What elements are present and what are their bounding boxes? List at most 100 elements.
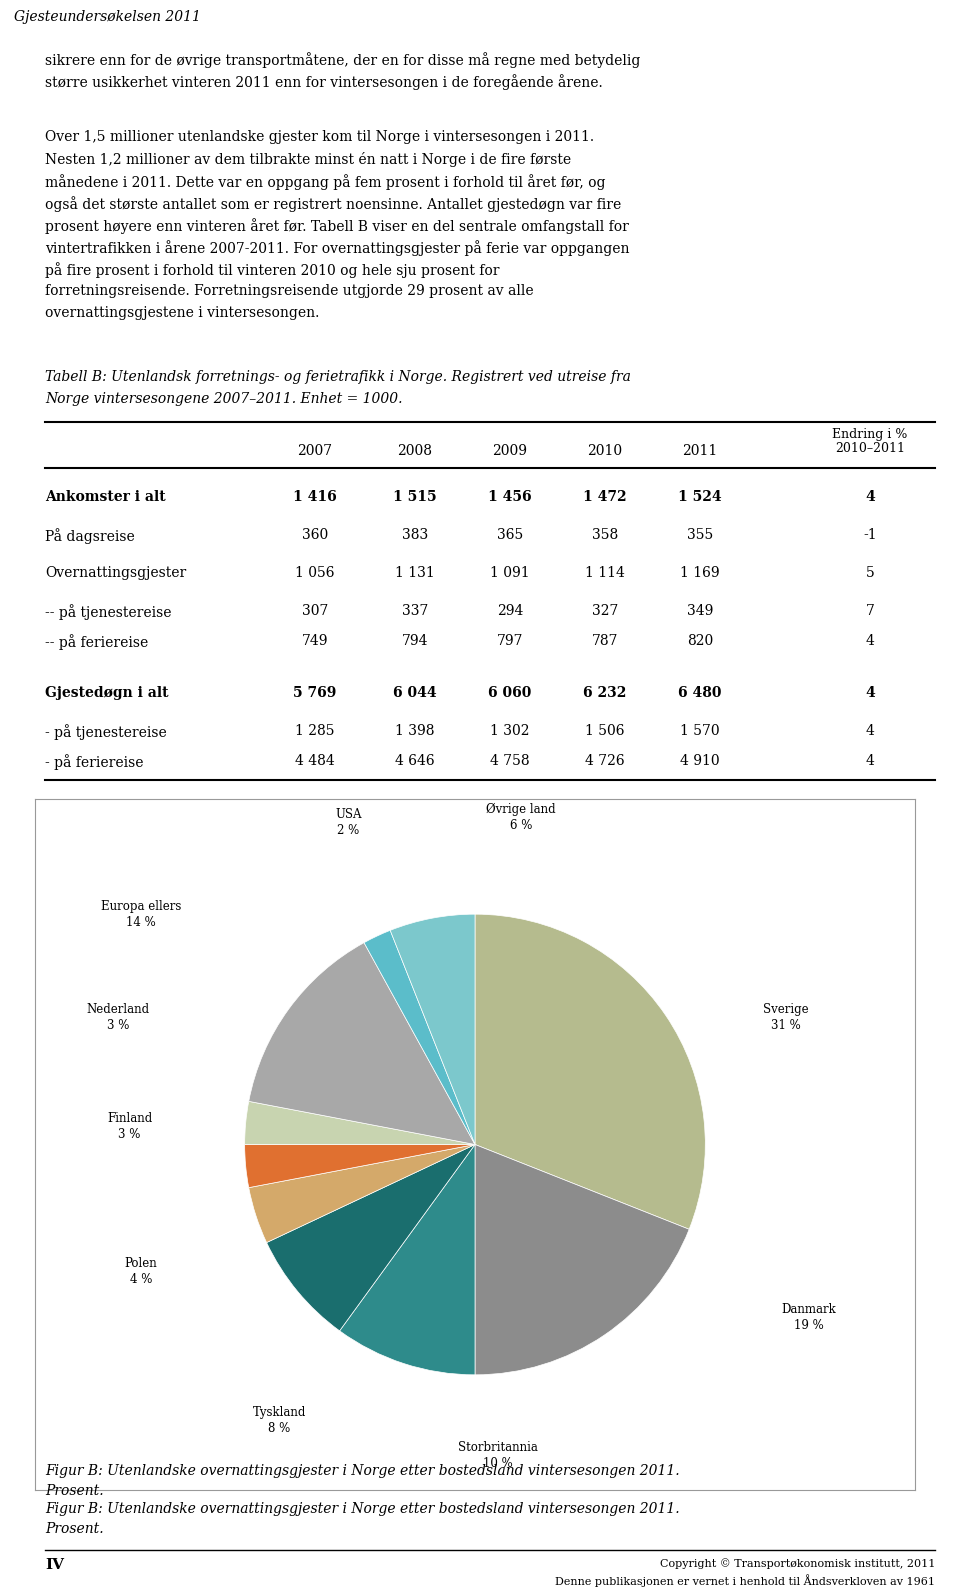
- Text: -- på feriereise: -- på feriereise: [45, 634, 148, 650]
- Text: Europa ellers
14 %: Europa ellers 14 %: [101, 899, 181, 928]
- Text: 1 524: 1 524: [678, 489, 722, 504]
- Text: prosent høyere enn vinteren året før. Tabell B viser en del sentrale omfangstall: prosent høyere enn vinteren året før. Ta…: [45, 218, 629, 234]
- Text: 4: 4: [866, 725, 875, 737]
- Wedge shape: [364, 930, 475, 1144]
- Text: 2007: 2007: [298, 443, 332, 458]
- Wedge shape: [245, 1144, 475, 1187]
- Text: 6 232: 6 232: [584, 686, 627, 701]
- Text: USA
2 %: USA 2 %: [335, 807, 362, 836]
- Text: Ankomster i alt: Ankomster i alt: [45, 489, 166, 504]
- Text: 2010–2011: 2010–2011: [835, 442, 905, 454]
- Text: 307: 307: [301, 604, 328, 618]
- Text: 749: 749: [301, 634, 328, 648]
- Text: 1 472: 1 472: [583, 489, 627, 504]
- Text: -1: -1: [863, 528, 876, 542]
- Text: forretningsreisende. Forretningsreisende utgjorde 29 prosent av alle: forretningsreisende. Forretningsreisende…: [45, 284, 534, 299]
- Text: 2009: 2009: [492, 443, 527, 458]
- Text: Storbritannia
10 %: Storbritannia 10 %: [458, 1441, 538, 1470]
- Wedge shape: [390, 914, 475, 1144]
- Text: På dagsreise: På dagsreise: [45, 528, 134, 543]
- Text: - på tjenestereise: - på tjenestereise: [45, 725, 167, 740]
- Text: 360: 360: [301, 528, 328, 542]
- Text: månedene i 2011. Dette var en oppgang på fem prosent i forhold til året før, og: månedene i 2011. Dette var en oppgang på…: [45, 175, 606, 189]
- Text: 1 056: 1 056: [296, 566, 335, 580]
- Text: Gjesteundersøkelsen 2011: Gjesteundersøkelsen 2011: [14, 10, 201, 24]
- Text: -- på tjenestereise: -- på tjenestereise: [45, 604, 172, 620]
- Text: 1 302: 1 302: [491, 725, 530, 737]
- Wedge shape: [340, 1144, 475, 1374]
- Text: Figur B: Utenlandske overnattingsgjester i Norge etter bostedsland vintersesonge: Figur B: Utenlandske overnattingsgjester…: [45, 1463, 680, 1478]
- Text: 4 910: 4 910: [681, 755, 720, 767]
- Text: Sverige
31 %: Sverige 31 %: [763, 1003, 808, 1033]
- Text: 1 416: 1 416: [293, 489, 337, 504]
- Text: 1 131: 1 131: [396, 566, 435, 580]
- Text: 349: 349: [686, 604, 713, 618]
- Text: IV: IV: [45, 1557, 64, 1572]
- Text: 1 570: 1 570: [681, 725, 720, 737]
- Text: 355: 355: [686, 528, 713, 542]
- Text: 794: 794: [401, 634, 428, 648]
- Text: 2010: 2010: [588, 443, 623, 458]
- Text: Copyright © Transportøkonomisk institutt, 2011: Copyright © Transportøkonomisk institutt…: [660, 1557, 935, 1568]
- Text: Norge vintersesongene 2007–2011. Enhet = 1000.: Norge vintersesongene 2007–2011. Enhet =…: [45, 392, 402, 407]
- Text: 1 285: 1 285: [296, 725, 335, 737]
- Text: Prosent.: Prosent.: [45, 1522, 104, 1537]
- Text: 1 398: 1 398: [396, 725, 435, 737]
- Text: 7: 7: [866, 604, 875, 618]
- Text: 6 480: 6 480: [679, 686, 722, 701]
- Text: Gjestedøgn i alt: Gjestedøgn i alt: [45, 686, 169, 701]
- Text: 4 646: 4 646: [396, 755, 435, 767]
- Text: overnattingsgjestene i vintersesongen.: overnattingsgjestene i vintersesongen.: [45, 307, 320, 319]
- Wedge shape: [249, 1144, 475, 1243]
- Wedge shape: [475, 914, 706, 1230]
- Wedge shape: [475, 1144, 689, 1374]
- Text: 337: 337: [402, 604, 428, 618]
- Text: Tyskland
8 %: Tyskland 8 %: [252, 1406, 306, 1435]
- Text: Figur B: Utenlandske overnattingsgjester i Norge etter bostedsland vintersesonge: Figur B: Utenlandske overnattingsgjester…: [45, 1502, 680, 1516]
- Text: Tabell B: Utenlandsk forretnings- og ferietrafikk i Norge. Registrert ved utreis: Tabell B: Utenlandsk forretnings- og fer…: [45, 370, 631, 385]
- Text: Finland
3 %: Finland 3 %: [107, 1112, 152, 1141]
- Text: 787: 787: [591, 634, 618, 648]
- Text: 2011: 2011: [683, 443, 718, 458]
- Text: Prosent.: Prosent.: [45, 1484, 104, 1498]
- Text: 6 060: 6 060: [489, 686, 532, 701]
- Text: Denne publikasjonen er vernet i henhold til Åndsverkloven av 1961: Denne publikasjonen er vernet i henhold …: [555, 1575, 935, 1587]
- Text: 383: 383: [402, 528, 428, 542]
- Text: 1 114: 1 114: [585, 566, 625, 580]
- Text: Nesten 1,2 millioner av dem tilbrakte minst én natt i Norge i de fire første: Nesten 1,2 millioner av dem tilbrakte mi…: [45, 153, 571, 167]
- Text: 1 169: 1 169: [681, 566, 720, 580]
- Text: Øvrige land
6 %: Øvrige land 6 %: [487, 802, 556, 833]
- Text: 1 515: 1 515: [394, 489, 437, 504]
- Text: 1 456: 1 456: [489, 489, 532, 504]
- Text: 5: 5: [866, 566, 875, 580]
- Text: sikrere enn for de øvrige transportmåtene, der en for disse må regne med betydel: sikrere enn for de øvrige transportmåten…: [45, 52, 640, 91]
- Text: Nederland
3 %: Nederland 3 %: [86, 1003, 150, 1033]
- Text: 4 484: 4 484: [295, 755, 335, 767]
- Text: 5 769: 5 769: [294, 686, 337, 701]
- Text: 6 044: 6 044: [394, 686, 437, 701]
- Text: 4 758: 4 758: [491, 755, 530, 767]
- Text: 4 726: 4 726: [586, 755, 625, 767]
- Wedge shape: [245, 1101, 475, 1144]
- Text: Over 1,5 millioner utenlandske gjester kom til Norge i vintersesongen i 2011.: Over 1,5 millioner utenlandske gjester k…: [45, 130, 594, 145]
- Text: Danmark
19 %: Danmark 19 %: [781, 1303, 836, 1332]
- Text: vintertrafikken i årene 2007-2011. For overnattingsgjester på ferie var oppgange: vintertrafikken i årene 2007-2011. For o…: [45, 240, 630, 256]
- Text: 4: 4: [866, 634, 875, 648]
- Text: på fire prosent i forhold til vinteren 2010 og hele sju prosent for: på fire prosent i forhold til vinteren 2…: [45, 262, 499, 278]
- Text: 4: 4: [865, 489, 875, 504]
- Text: 1 091: 1 091: [491, 566, 530, 580]
- Text: 820: 820: [686, 634, 713, 648]
- Text: 2008: 2008: [397, 443, 433, 458]
- Wedge shape: [249, 942, 475, 1144]
- Text: også det største antallet som er registrert noensinne. Antallet gjestedøgn var f: også det største antallet som er registr…: [45, 195, 621, 211]
- Text: 327: 327: [591, 604, 618, 618]
- Text: - på feriereise: - på feriereise: [45, 755, 143, 771]
- Text: 294: 294: [497, 604, 523, 618]
- Text: 797: 797: [496, 634, 523, 648]
- Text: Endring i %: Endring i %: [832, 427, 908, 442]
- Text: 4: 4: [866, 755, 875, 767]
- Text: Overnattingsgjester: Overnattingsgjester: [45, 566, 186, 580]
- Text: 4: 4: [865, 686, 875, 701]
- Text: Polen
4 %: Polen 4 %: [125, 1257, 157, 1286]
- Text: 358: 358: [592, 528, 618, 542]
